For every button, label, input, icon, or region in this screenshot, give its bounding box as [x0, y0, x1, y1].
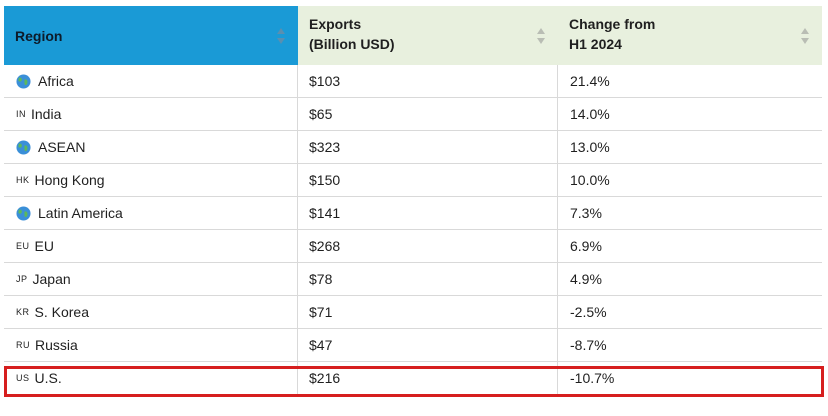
region-name: Japan	[32, 271, 71, 287]
flag-india-icon: IN	[16, 109, 26, 119]
cell-change: -8.7%	[570, 337, 607, 353]
column-header-change-line2: H1 2024	[569, 36, 622, 52]
sort-icon[interactable]	[536, 26, 546, 46]
flag-us-icon: US	[16, 373, 30, 383]
column-header-exports[interactable]: Exports (Billion USD)	[298, 6, 558, 65]
cell-region: EU EU	[4, 230, 298, 262]
cell-exports: $103	[298, 65, 558, 97]
flag-russia-icon: RU	[16, 340, 30, 350]
cell-exports: $47	[298, 329, 558, 361]
table-row: HK Hong Kong $150 10.0%	[4, 164, 822, 197]
cell-region: US U.S.	[4, 362, 298, 394]
column-header-change-line1: Change from	[569, 16, 656, 32]
sort-icon[interactable]	[276, 26, 286, 46]
table-header: Region Exports (Billion USD) Change from…	[4, 6, 822, 65]
region-name: Russia	[35, 337, 78, 353]
table-row: RU Russia $47 -8.7%	[4, 329, 822, 362]
cell-exports: $323	[298, 131, 558, 163]
cell-change: -10.7%	[570, 370, 615, 386]
cell-region: RU Russia	[4, 329, 298, 361]
table-row: US U.S. $216 -10.7%	[4, 362, 822, 395]
column-header-region-label: Region	[15, 27, 63, 44]
column-header-region[interactable]: Region	[4, 6, 298, 65]
cell-exports: $65	[298, 98, 558, 130]
table-row: IN India $65 14.0%	[4, 98, 822, 131]
cell-change: 10.0%	[570, 172, 610, 188]
region-name: U.S.	[34, 370, 62, 386]
table-row: EU EU $268 6.9%	[4, 230, 822, 263]
column-header-change[interactable]: Change from H1 2024	[558, 6, 822, 65]
region-name: Hong Kong	[34, 172, 105, 188]
region-name: India	[31, 106, 62, 122]
globe-icon	[16, 139, 31, 155]
column-header-exports-line1: Exports	[309, 16, 362, 32]
cell-change: 14.0%	[570, 106, 610, 122]
table-body: Africa $103 21.4% IN India $65 14.0% ASEAN $323 1…	[4, 65, 822, 395]
region-name: ASEAN	[38, 139, 86, 155]
cell-change: 13.0%	[570, 139, 610, 155]
cell-region: ASEAN	[4, 131, 298, 163]
cell-region: KR S. Korea	[4, 296, 298, 328]
region-name: S. Korea	[34, 304, 89, 320]
cell-exports: $71	[298, 296, 558, 328]
cell-change: -2.5%	[570, 304, 607, 320]
region-name: Africa	[38, 73, 74, 89]
cell-region: IN India	[4, 98, 298, 130]
cell-change: 7.3%	[570, 205, 602, 221]
table-row: Africa $103 21.4%	[4, 65, 822, 98]
cell-exports: $150	[298, 164, 558, 196]
table-row: ASEAN $323 13.0%	[4, 131, 822, 164]
globe-icon	[16, 205, 31, 221]
table-row: KR S. Korea $71 -2.5%	[4, 296, 822, 329]
flag-eu-icon: EU	[16, 241, 30, 251]
cell-exports: $216	[298, 362, 558, 394]
flag-hong-kong-icon: HK	[16, 175, 30, 185]
sort-icon[interactable]	[800, 26, 810, 46]
cell-change: 21.4%	[570, 73, 610, 89]
table-row: Latin America $141 7.3%	[4, 197, 822, 230]
cell-exports: $78	[298, 263, 558, 295]
region-name: Latin America	[38, 205, 123, 221]
table-row: JP Japan $78 4.9%	[4, 263, 822, 296]
region-name: EU	[34, 238, 54, 254]
flag-south-korea-icon: KR	[16, 307, 30, 317]
cell-change: 4.9%	[570, 271, 602, 287]
cell-region: HK Hong Kong	[4, 164, 298, 196]
cell-region: Africa	[4, 65, 298, 97]
cell-exports: $141	[298, 197, 558, 229]
cell-exports: $268	[298, 230, 558, 262]
cell-change: 6.9%	[570, 238, 602, 254]
cell-region: Latin America	[4, 197, 298, 229]
exports-table: Region Exports (Billion USD) Change from…	[4, 6, 822, 395]
globe-icon	[16, 73, 31, 89]
flag-japan-icon: JP	[16, 274, 28, 284]
cell-region: JP Japan	[4, 263, 298, 295]
column-header-exports-line2: (Billion USD)	[309, 36, 395, 52]
